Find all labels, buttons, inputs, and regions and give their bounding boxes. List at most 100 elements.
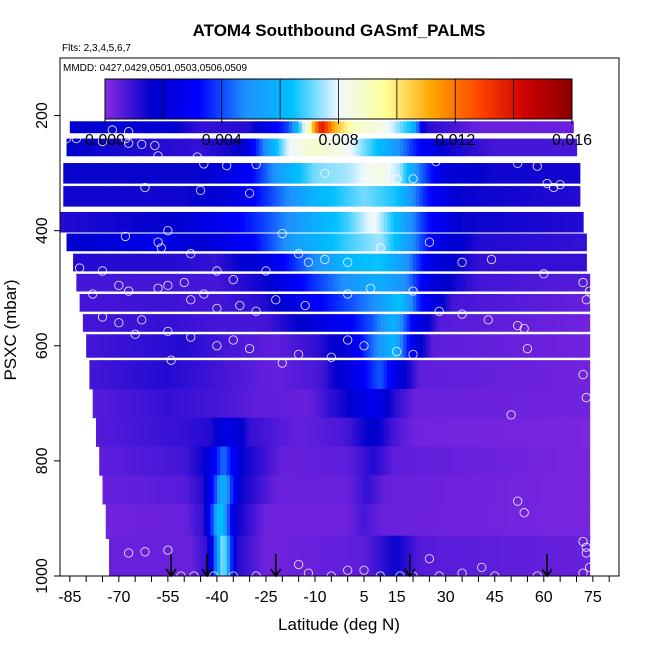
heatmap-cell [553, 293, 558, 312]
heatmap-cell [475, 186, 480, 207]
heatmap-cell [399, 253, 404, 272]
heatmap-cell [439, 211, 444, 233]
heatmap-cell [207, 360, 211, 390]
heatmap-cell [154, 417, 159, 447]
heatmap-cell [543, 186, 548, 207]
heatmap-cell [301, 314, 306, 332]
heatmap-cell [520, 273, 525, 292]
heatmap-cell [109, 138, 113, 157]
heatmap-cell [95, 293, 100, 312]
heatmap-cell [517, 293, 522, 312]
heatmap-cell [187, 314, 192, 332]
heatmap-cell [298, 253, 303, 272]
heatmap-cell [439, 314, 444, 332]
heatmap-cell [246, 314, 251, 332]
heatmap-cell [481, 138, 486, 157]
heatmap-cell [197, 163, 202, 184]
heatmap-cell [465, 273, 470, 292]
heatmap-cell [442, 314, 447, 332]
heatmap-cell [236, 535, 241, 576]
heatmap-cell [511, 535, 515, 576]
y-tick-label: 1000 [34, 558, 51, 594]
heatmap-cell [481, 334, 486, 358]
heatmap-cell [269, 360, 274, 390]
heatmap-cell [409, 360, 414, 390]
heatmap-cell [292, 388, 296, 419]
heatmap-cell [435, 446, 440, 476]
heatmap-cell [583, 417, 587, 447]
heatmap-cell [488, 211, 493, 233]
heatmap-cell [514, 233, 519, 252]
heatmap-cell [125, 535, 130, 576]
heatmap-cell [256, 446, 261, 476]
heatmap-cell [481, 293, 486, 312]
heatmap-cell [141, 121, 146, 134]
heatmap-cell [498, 446, 502, 476]
heatmap-cell [556, 388, 561, 419]
heatmap-cell [197, 121, 202, 134]
heatmap-cell [109, 388, 113, 419]
heatmap-cell [462, 163, 466, 184]
heatmap-cell [272, 314, 277, 332]
heatmap-cell [560, 186, 565, 207]
heatmap-cell [367, 253, 372, 272]
heatmap-cell [314, 535, 319, 576]
observation-point [192, 152, 202, 162]
heatmap-cell [203, 138, 208, 157]
heatmap-cell [445, 388, 450, 419]
heatmap-cell [534, 186, 538, 207]
heatmap-cell [468, 186, 473, 207]
heatmap-cell [517, 163, 522, 184]
heatmap-cell [141, 475, 146, 505]
heatmap-cell [262, 138, 267, 157]
heatmap-cell [229, 504, 234, 539]
heatmap-cell [246, 334, 251, 358]
heatmap-cell [187, 273, 192, 292]
heatmap-cell [455, 273, 460, 292]
observation-point [251, 306, 261, 316]
heatmap-cell [344, 163, 349, 184]
heatmap-cell [184, 273, 189, 292]
heatmap-cell [488, 233, 493, 252]
heatmap-cell [89, 163, 94, 184]
heatmap-cell [514, 186, 519, 207]
heatmap-cell [210, 273, 215, 292]
heatmap-cell [158, 233, 162, 252]
heatmap-cell [540, 360, 545, 390]
heatmap-cell [527, 388, 532, 419]
heatmap-cell [262, 475, 267, 505]
heatmap-cell [573, 253, 578, 272]
heatmap-cell [239, 504, 244, 539]
heatmap-cell [197, 253, 202, 272]
heatmap-cell [252, 211, 257, 233]
heatmap-cell [422, 360, 427, 390]
heatmap-cell [517, 417, 522, 447]
heatmap-cell [462, 273, 466, 292]
heatmap-cell [131, 121, 136, 134]
heatmap-cell [282, 186, 287, 207]
heatmap-cell [282, 504, 287, 539]
heatmap-cell [507, 334, 512, 358]
heatmap-cell [357, 535, 362, 576]
heatmap-cell [243, 121, 247, 134]
heatmap-cell [367, 138, 372, 157]
heatmap-cell [164, 360, 169, 390]
heatmap-cell [507, 138, 512, 157]
heatmap-cell [504, 388, 509, 419]
heatmap-cell [128, 253, 133, 272]
heatmap-cell [435, 314, 440, 332]
heatmap-cell [144, 163, 149, 184]
heatmap-cell [498, 273, 502, 292]
heatmap-cell [452, 504, 457, 539]
heatmap-cell [481, 314, 486, 332]
heatmap-cell [370, 504, 375, 539]
heatmap-cell [465, 121, 470, 134]
heatmap-cell [305, 273, 310, 292]
heatmap-cell [102, 360, 107, 390]
heatmap-cell [347, 211, 352, 233]
heatmap-cell [161, 535, 166, 576]
heatmap-cell [112, 163, 117, 184]
heatmap-cell [298, 121, 303, 134]
heatmap-cell [210, 211, 215, 233]
heatmap-cell [364, 388, 368, 419]
